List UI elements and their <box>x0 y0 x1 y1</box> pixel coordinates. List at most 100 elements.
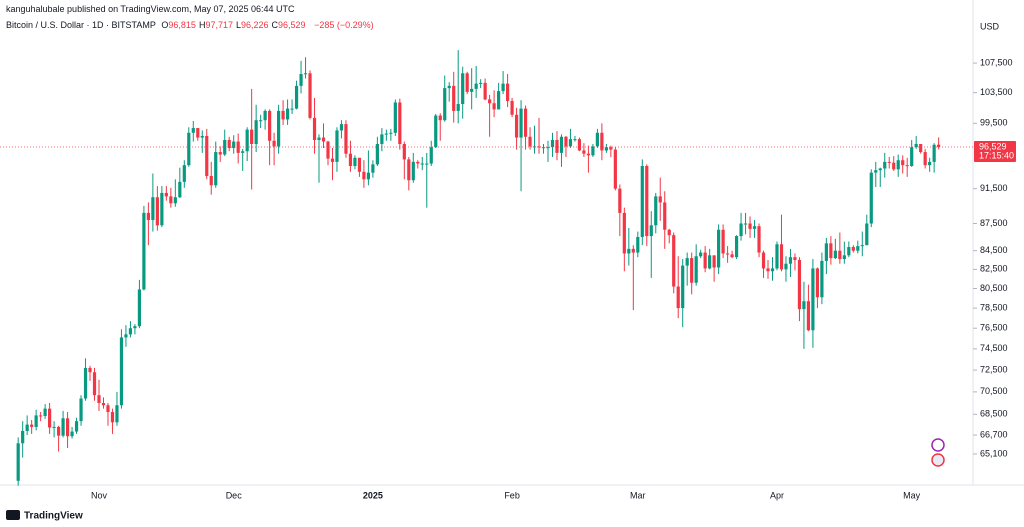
candle-body <box>362 171 366 180</box>
y-tick-label: 72,500 <box>980 364 1008 374</box>
candle-body <box>438 115 442 121</box>
candle-body <box>932 144 936 162</box>
candle-body <box>106 405 110 413</box>
candle-body <box>492 103 496 110</box>
candle-body <box>187 132 191 166</box>
legend-key: H <box>198 20 206 30</box>
candle-body <box>56 426 61 436</box>
y-tick-label: 91,500 <box>980 183 1008 193</box>
candle-body <box>883 161 887 169</box>
candle-body <box>173 197 177 204</box>
candle-body <box>672 235 676 287</box>
candle-body <box>218 152 222 155</box>
candle-body <box>761 252 766 269</box>
candle-body <box>43 408 47 417</box>
candle-body <box>110 412 115 423</box>
candle-body <box>196 128 200 138</box>
candle-body <box>245 129 249 152</box>
candle-body <box>425 163 429 165</box>
candle-body <box>856 246 860 251</box>
candle-body <box>519 108 523 138</box>
candle-body <box>407 159 411 181</box>
candle-body <box>290 108 294 110</box>
candle-body <box>398 102 402 144</box>
candle-body <box>734 236 739 258</box>
candle-body <box>577 139 582 151</box>
candle-body <box>681 265 685 309</box>
candle-body <box>923 152 927 166</box>
candle-body <box>209 175 213 186</box>
candle-body <box>847 247 851 256</box>
candle-body <box>483 82 487 100</box>
candle-body <box>546 147 550 149</box>
candle-body <box>142 212 146 290</box>
candle-body <box>829 243 833 259</box>
candle-body <box>61 418 65 436</box>
candle-body <box>730 254 734 258</box>
candle-body <box>663 202 667 230</box>
legend-value: 96,815 <box>168 20 196 30</box>
candle-body <box>797 259 802 310</box>
candle-body <box>384 133 388 135</box>
candle-body <box>622 212 626 254</box>
candle-body <box>411 161 415 181</box>
candle-body <box>330 158 335 162</box>
candle-body <box>447 85 451 89</box>
candle-body <box>393 102 397 133</box>
candle-body <box>151 197 155 220</box>
candle-body <box>321 137 326 142</box>
y-tick-label: 82,500 <box>980 264 1008 274</box>
legend-value: 96,226 <box>240 20 269 30</box>
candle-body <box>631 248 635 253</box>
candle-body <box>79 398 83 422</box>
candle-body <box>676 286 680 309</box>
candle-body <box>811 268 815 331</box>
x-tick-label: May <box>903 490 921 500</box>
candle-body <box>312 117 317 140</box>
icon-flag <box>931 453 945 467</box>
candle-body <box>263 110 267 121</box>
symbol: Bitcoin / U.S. Dollar · 1D · BITSTAMP <box>6 20 156 30</box>
candle-body <box>555 139 559 153</box>
candle-body <box>860 245 864 247</box>
candle-body <box>757 226 761 253</box>
candle-body <box>752 226 757 229</box>
candle-body <box>604 147 608 151</box>
candle-body <box>748 223 752 229</box>
candle-body <box>146 212 150 220</box>
y-tick-label: 65,100 <box>980 448 1008 458</box>
candle-body <box>277 110 281 147</box>
x-tick-label: Dec <box>226 490 243 500</box>
y-tick-label: 74,500 <box>980 343 1008 353</box>
candle-body <box>115 405 119 423</box>
published: kanguhalubale published on TradingView.c… <box>6 4 295 14</box>
candle-body <box>65 418 70 437</box>
candle-body <box>586 153 591 156</box>
candle-body <box>254 120 258 144</box>
candle-body <box>874 170 878 173</box>
candle-body <box>272 140 276 147</box>
candle-body <box>510 100 514 115</box>
candle-body <box>838 250 842 260</box>
candle-body <box>573 139 577 141</box>
candle-body <box>160 192 164 226</box>
candle-body <box>259 120 263 122</box>
candle-body <box>200 135 204 138</box>
logo <box>6 510 20 520</box>
candle-body <box>232 141 236 149</box>
candle-body <box>164 192 168 197</box>
candle-body <box>389 132 393 134</box>
candle-body <box>779 244 784 270</box>
y-tick-label: 84,500 <box>980 245 1008 255</box>
candle-body <box>299 74 303 86</box>
candle-body <box>820 260 824 298</box>
candle-body <box>268 110 272 141</box>
candle-body <box>703 252 707 269</box>
candle-body <box>541 147 546 149</box>
candle-body <box>726 253 730 255</box>
candle-body <box>294 85 299 109</box>
change: −285 (−0.29%) <box>314 20 374 30</box>
candle-body <box>595 132 599 147</box>
